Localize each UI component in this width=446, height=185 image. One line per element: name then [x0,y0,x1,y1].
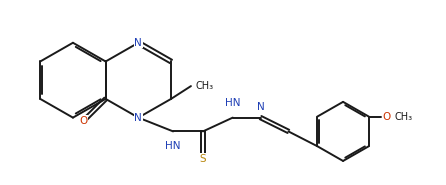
Text: HN: HN [165,141,181,151]
Text: N: N [135,38,142,48]
Text: O: O [383,112,391,122]
Text: HN: HN [225,98,240,108]
Text: O: O [80,116,88,126]
Text: CH₃: CH₃ [196,81,214,91]
Text: N: N [257,102,264,112]
Text: N: N [135,113,142,123]
Text: S: S [200,154,206,164]
Text: CH₃: CH₃ [395,112,413,122]
